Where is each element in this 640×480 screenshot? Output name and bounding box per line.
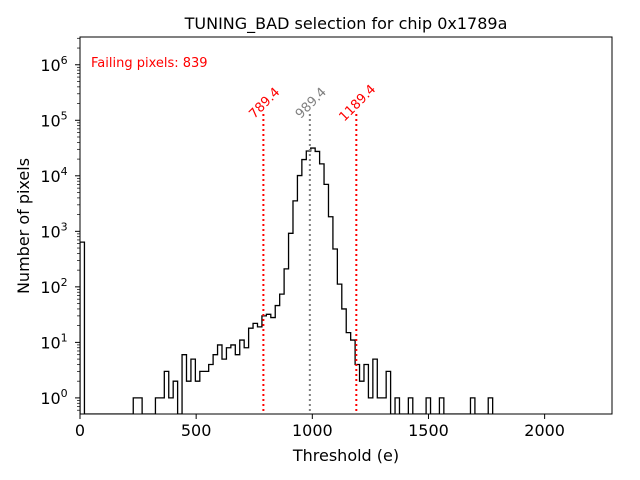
histogram-bin	[160, 398, 164, 414]
histogram-bin	[169, 398, 173, 414]
histogram-bin	[364, 364, 368, 414]
failing-pixels-annotation: Failing pixels: 839	[91, 56, 208, 71]
histogram-bin	[488, 398, 492, 414]
y-tick-label: 101	[40, 331, 67, 352]
axes-frame	[79, 36, 613, 415]
histogram-bin	[204, 371, 208, 414]
y-tick-label: 100	[40, 387, 67, 408]
histogram-bin	[328, 217, 332, 414]
x-tick-label: 1500	[408, 421, 449, 440]
histogram-bin	[173, 381, 177, 414]
threshold-label: 1189.4	[336, 82, 379, 125]
histogram-bin	[346, 333, 350, 414]
threshold-label: 989.4	[293, 85, 330, 122]
histogram-bin	[231, 345, 235, 414]
histogram-bin	[470, 398, 474, 414]
histogram-bin	[280, 294, 284, 414]
histogram-bin	[191, 359, 195, 414]
x-tick-label: 2000	[524, 421, 565, 440]
histogram-bin	[324, 184, 328, 414]
histogram-bin	[382, 398, 386, 414]
histogram-bin	[311, 148, 315, 414]
histogram-bin	[195, 381, 199, 414]
histogram-bin	[155, 398, 159, 414]
histogram-bin	[426, 398, 430, 414]
histogram-bin	[408, 398, 412, 414]
y-tick-label: 105	[40, 109, 67, 130]
histogram-bin	[302, 160, 306, 414]
histogram-bin	[222, 359, 226, 414]
histogram-bin	[377, 398, 381, 414]
histogram-bin	[333, 249, 337, 414]
histogram-bin	[182, 355, 186, 414]
threshold-label: 789.4	[246, 85, 283, 122]
x-tick-label: 1000	[292, 421, 333, 440]
histogram-bin	[226, 348, 230, 414]
histogram-bin	[297, 176, 301, 414]
axes: 0 500 1000 1500 2000 100 101 102 103 104 105 106	[40, 36, 613, 440]
histogram-bin	[439, 398, 443, 414]
y-tick-label: 106	[40, 54, 67, 75]
histogram-bin	[164, 371, 168, 414]
y-tick-label: 103	[40, 220, 67, 241]
histogram-bin	[271, 318, 275, 414]
histogram-bin	[133, 398, 137, 414]
histogram-bin	[293, 201, 297, 414]
histogram-step-line	[80, 147, 494, 414]
y-axis-label: Number of pixels	[14, 158, 33, 294]
histogram-bin	[386, 371, 390, 414]
histogram-bin	[240, 340, 244, 414]
histogram-bin	[342, 309, 346, 414]
histogram-bin	[253, 323, 257, 414]
histogram-bin	[244, 348, 248, 414]
histogram-bin	[266, 314, 270, 414]
x-tick-label: 500	[181, 421, 212, 440]
histogram-bin	[373, 359, 377, 414]
histogram-bin	[360, 381, 364, 414]
histogram-bin	[257, 327, 261, 414]
x-axis-label: Threshold (e)	[292, 446, 399, 465]
histogram-bin	[337, 284, 341, 414]
histogram-bin	[289, 233, 293, 414]
chart-title: TUNING_BAD selection for chip 0x1789a	[184, 14, 508, 34]
histogram-bin	[138, 398, 142, 414]
histogram-bin	[249, 328, 253, 414]
histogram-bin	[209, 364, 213, 414]
histogram-bin	[320, 164, 324, 414]
histogram-bin	[200, 371, 204, 414]
x-tick-label: 0	[75, 421, 85, 440]
y-tick-label: 102	[40, 276, 67, 297]
histogram-bin	[284, 269, 288, 414]
histogram-bin	[395, 398, 399, 414]
plot-area	[80, 147, 494, 414]
histogram-bin	[351, 340, 355, 414]
histogram-bin	[315, 151, 319, 414]
y-tick-label: 104	[40, 165, 67, 186]
histogram-bin	[368, 398, 372, 414]
histogram-bin	[80, 242, 84, 414]
histogram-bin	[213, 355, 217, 414]
histogram-bin	[218, 345, 222, 414]
histogram-bin	[275, 306, 279, 414]
histogram-bin	[235, 355, 239, 414]
histogram-bin	[186, 381, 190, 414]
